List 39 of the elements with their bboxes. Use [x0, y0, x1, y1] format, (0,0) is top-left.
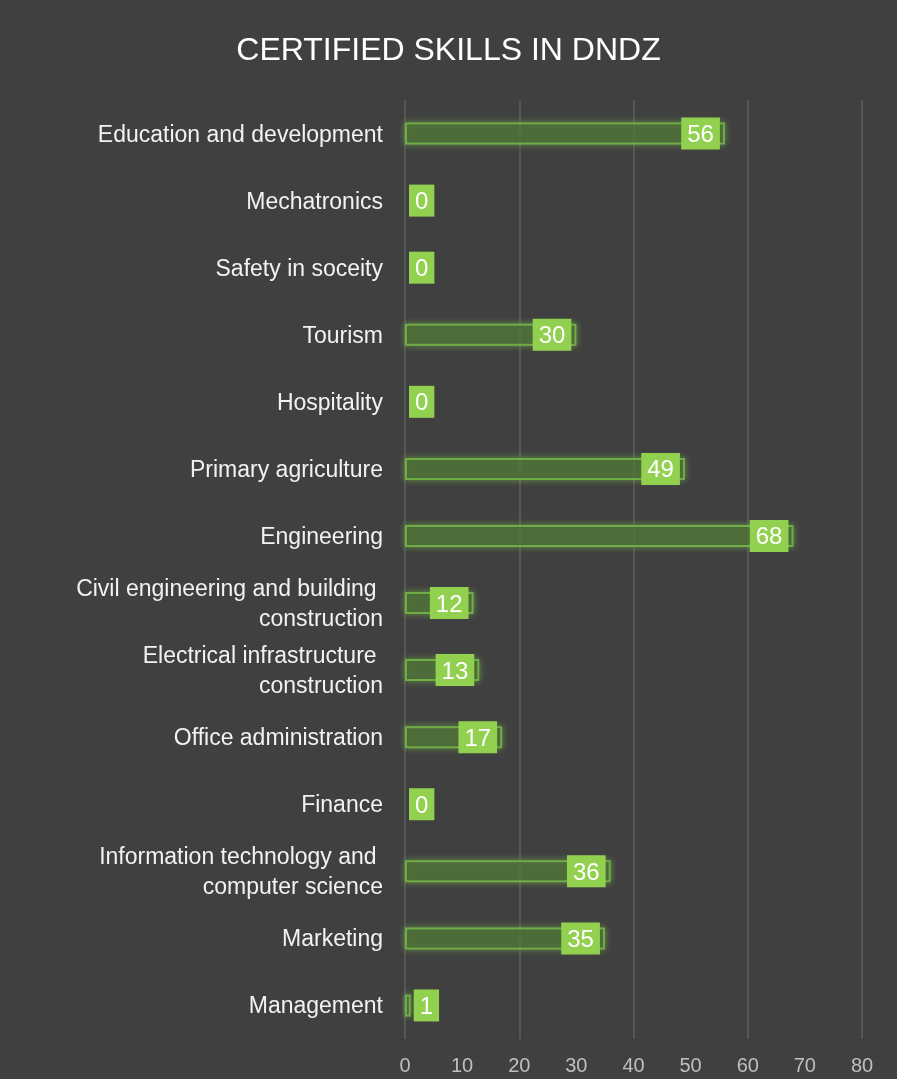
- data-label: 0: [415, 187, 429, 215]
- y-tick-label: Tourism: [302, 321, 383, 348]
- bar: [405, 994, 411, 1017]
- x-tick-label: 0: [399, 1054, 411, 1076]
- y-tick-label: Management: [248, 992, 384, 1019]
- x-tick-label: 10: [451, 1054, 474, 1076]
- data-label: 13: [441, 656, 469, 684]
- data-label: 49: [647, 455, 674, 483]
- data-label: 0: [415, 388, 429, 416]
- y-tick-label: Education and development: [97, 120, 384, 147]
- x-tick-label: 30: [565, 1054, 588, 1076]
- data-label: 36: [572, 857, 600, 885]
- data-label: 17: [464, 723, 492, 751]
- y-tick-label: Hospitality: [276, 388, 384, 415]
- y-tick-label: Mechatronics: [246, 187, 383, 214]
- data-label: 68: [755, 522, 783, 550]
- y-tick-label: Electrical infrastructure construction: [142, 642, 383, 699]
- x-tick-label: 40: [622, 1054, 645, 1076]
- x-tick-label: 20: [508, 1054, 531, 1076]
- chart-title: CERTIFIED SKILLS IN DNDZ: [236, 31, 661, 67]
- data-label: 30: [538, 321, 566, 349]
- x-tick-label: 60: [736, 1054, 759, 1076]
- y-tick-label: Finance: [301, 791, 383, 818]
- y-tick-label: Primary agriculture: [190, 455, 383, 482]
- y-tick-label: Engineering: [260, 522, 383, 549]
- x-tick-label: 50: [679, 1054, 702, 1076]
- y-tick-label: Office administration: [173, 724, 383, 751]
- y-tick-label: Marketing: [282, 925, 383, 952]
- y-tick-label: Information technology and computer science: [99, 843, 383, 900]
- data-label: 56: [687, 120, 714, 148]
- data-label: 1: [419, 991, 434, 1019]
- y-tick-label: Safety in soceity: [215, 254, 384, 281]
- data-label: 12: [435, 589, 463, 617]
- data-label: 35: [567, 924, 594, 952]
- data-label: 0: [415, 254, 429, 282]
- data-label: 0: [415, 790, 429, 818]
- x-tick-label: 80: [850, 1054, 874, 1076]
- y-tick-label: Civil engineering and building construction: [76, 575, 383, 632]
- x-tick-label: 70: [793, 1054, 816, 1076]
